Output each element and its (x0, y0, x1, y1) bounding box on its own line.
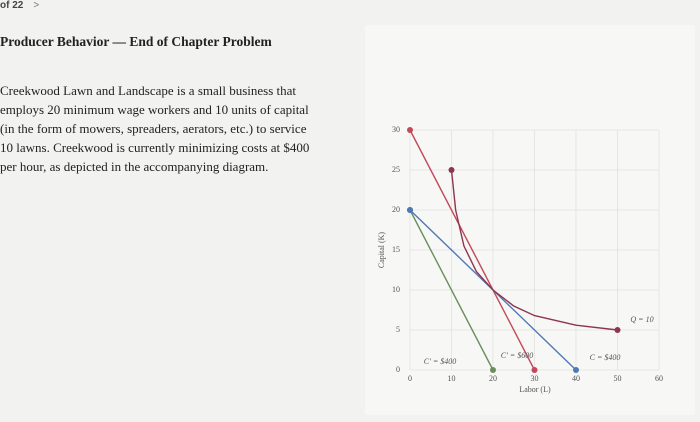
end-point (490, 367, 496, 373)
y-axis-label: Capital (K) (377, 232, 386, 269)
end-point (614, 327, 621, 333)
x-axis-label: Labor (L) (519, 385, 551, 394)
y-tick-label: 20 (392, 205, 400, 214)
y-tick-label: 15 (392, 245, 400, 254)
y-tick-label: 25 (392, 165, 400, 174)
page-nav: of 22 > (0, 0, 39, 11)
x-tick-label: 30 (531, 374, 539, 383)
end-point (407, 207, 413, 213)
series-line (409, 129, 536, 371)
line-label: Q = 10 (630, 315, 653, 324)
x-tick-label: 10 (448, 374, 456, 383)
end-point (407, 127, 413, 133)
line-label: C = $400 (590, 353, 621, 362)
x-tick-label: 20 (489, 374, 497, 383)
end-point (531, 367, 538, 373)
series-line (409, 209, 494, 371)
x-tick-label: 40 (572, 374, 580, 383)
y-tick-label: 30 (392, 125, 400, 134)
y-tick-label: 10 (392, 285, 400, 294)
y-tick-label: 0 (396, 365, 400, 374)
y-tick-label: 5 (396, 325, 400, 334)
series-line (450, 169, 618, 331)
x-tick-label: 60 (655, 374, 663, 383)
x-tick-label: 50 (614, 374, 622, 383)
line-label: C′ = $400 (424, 357, 456, 366)
next-button[interactable]: > (33, 0, 40, 11)
end-point (448, 167, 455, 173)
title: Producer Behavior — End of Chapter Probl… (0, 34, 272, 49)
line-label: C′ = $600 (501, 351, 533, 360)
page-indicator: of 22 (0, 0, 24, 11)
paragraph: Creekwood Lawn and Landscape is a small … (0, 83, 310, 174)
x-tick-label: 0 (408, 374, 412, 383)
end-point (573, 367, 579, 373)
